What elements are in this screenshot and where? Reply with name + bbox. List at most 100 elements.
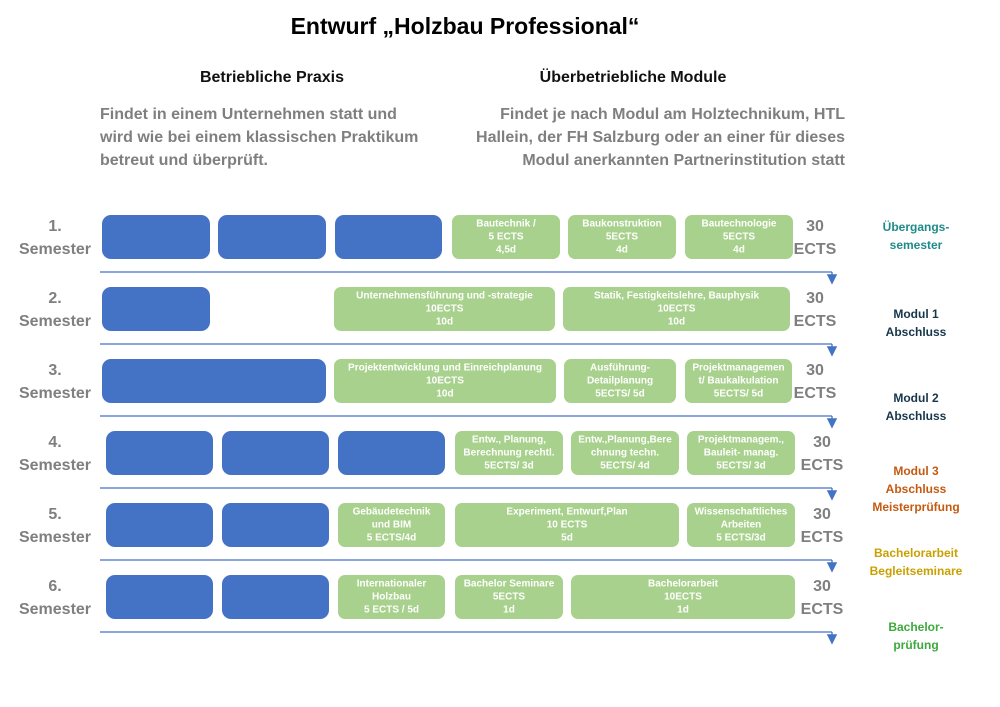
module-block (563, 287, 790, 331)
module-text: 10d (436, 389, 453, 400)
ects-label: 30 (813, 434, 831, 451)
module-text: Bachelor Seminare (464, 579, 555, 590)
module-text: 4,5d (496, 245, 516, 256)
semester-label: 4. (48, 434, 61, 451)
semester-label: Semester (19, 313, 91, 330)
module-text: Gebäudetechnik (353, 507, 431, 518)
module-text: 1d (503, 605, 515, 616)
module-block (455, 575, 563, 619)
side-note: Abschluss (886, 325, 947, 339)
practice-block (106, 503, 213, 547)
side-note: Begleitseminare (870, 564, 963, 578)
module-text: Berechnung rechtl. (463, 448, 554, 459)
module-text: 10ECTS (426, 304, 464, 315)
modules-description: Modul anerkannten Partnerinstitution sta… (522, 152, 845, 169)
ects-label: 30 (813, 506, 831, 523)
module-block (334, 359, 556, 403)
module-text: Internationaler (357, 579, 427, 590)
side-note: Abschluss (886, 482, 947, 496)
module-text: 5d (561, 533, 573, 544)
module-block (452, 215, 560, 259)
practice-block (222, 575, 329, 619)
module-text: Ausführung- (590, 363, 650, 374)
module-text: 5 ECTS/3d (716, 533, 765, 544)
module-text: Experiment, Entwurf,Plan (506, 507, 627, 518)
module-text: 5ECTS/ 5d (595, 389, 644, 400)
module-block (564, 359, 676, 403)
semester-label: Semester (19, 385, 91, 402)
module-text: Baukonstruktion (582, 219, 661, 230)
module-block (685, 359, 792, 403)
module-text: 10ECTS (664, 592, 702, 603)
module-text: 10ECTS (426, 376, 464, 387)
module-text: Unternehmensführung und -strategie (356, 291, 533, 302)
side-note: Modul 3 (893, 464, 939, 478)
module-text: 10d (436, 317, 453, 328)
module-text: 1d (677, 605, 689, 616)
semester-label: 5. (48, 506, 61, 523)
side-note: Bachelor- (888, 620, 943, 634)
module-text: Entw., Planung, (472, 435, 546, 446)
side-note: Modul 1 (893, 307, 939, 321)
semester-label: Semester (19, 601, 91, 618)
module-text: Bautechnologie (701, 219, 776, 230)
side-note: Abschluss (886, 409, 947, 423)
module-block (687, 503, 795, 547)
semester-label: Semester (19, 457, 91, 474)
module-text: Detailplanung (587, 376, 653, 387)
side-note: Meisterprüfung (872, 500, 959, 514)
ects-label: 30 (806, 290, 824, 307)
practice-block (222, 431, 329, 475)
modules-heading: Überbetriebliche Module (540, 67, 727, 86)
practice-block (102, 215, 210, 259)
module-text: 5ECTS/ 3d (484, 461, 533, 472)
module-text: und BIM (372, 520, 411, 531)
module-text: 5 ECTS/4d (367, 533, 416, 544)
practice-description: wird wie bei einem klassischen Praktikum (99, 129, 418, 146)
practice-block (335, 215, 442, 259)
ects-label: 30 (806, 362, 824, 379)
practice-description: Findet in einem Unternehmen statt und (100, 106, 397, 123)
semester-label: 2. (48, 290, 61, 307)
semester-label: 1. (48, 218, 61, 235)
module-text: Projektmanagem., (698, 435, 784, 446)
module-text: t/ Baukalkulation (698, 376, 778, 387)
practice-block (106, 575, 213, 619)
practice-block (106, 431, 213, 475)
ects-label: ECTS (801, 601, 844, 618)
semester-label: 3. (48, 362, 61, 379)
modules-description: Findet je nach Modul am Holztechnikum, H… (500, 106, 845, 123)
module-text: 4d (733, 245, 745, 256)
semester-label: Semester (19, 529, 91, 546)
practice-block (338, 431, 445, 475)
module-block (685, 215, 793, 259)
practice-block (218, 215, 326, 259)
module-text: Bautechnik / (476, 219, 536, 230)
module-text: Statik, Festigkeitslehre, Bauphysik (594, 291, 759, 302)
module-text: Projektentwicklung und Einreichplanung (348, 363, 542, 374)
practice-heading: Betriebliche Praxis (200, 69, 344, 86)
practice-block (102, 287, 210, 331)
practice-description: betreut und überprüft. (100, 152, 268, 169)
module-text: 5ECTS/ 4d (600, 461, 649, 472)
module-text: 5 ECTS (488, 232, 523, 243)
side-note: prüfung (893, 638, 938, 652)
module-text: 5 ECTS / 5d (364, 605, 419, 616)
semester-label: Semester (19, 241, 91, 258)
module-text: 10 ECTS (547, 520, 588, 531)
module-text: Arbeiten (721, 520, 762, 531)
semester-label: 6. (48, 578, 61, 595)
ects-label: ECTS (794, 241, 837, 258)
module-text: 10d (668, 317, 685, 328)
module-text: 5ECTS (606, 232, 639, 243)
module-text: 5ECTS/ 3d (716, 461, 765, 472)
module-block (455, 431, 563, 475)
practice-block (102, 359, 326, 403)
ects-label: ECTS (794, 385, 837, 402)
module-text: Holzbau (372, 592, 411, 603)
side-note: Bachelorarbeit (874, 546, 958, 560)
ects-label: ECTS (801, 457, 844, 474)
module-text: 5ECTS/ 5d (714, 389, 763, 400)
ects-label: 30 (806, 218, 824, 235)
